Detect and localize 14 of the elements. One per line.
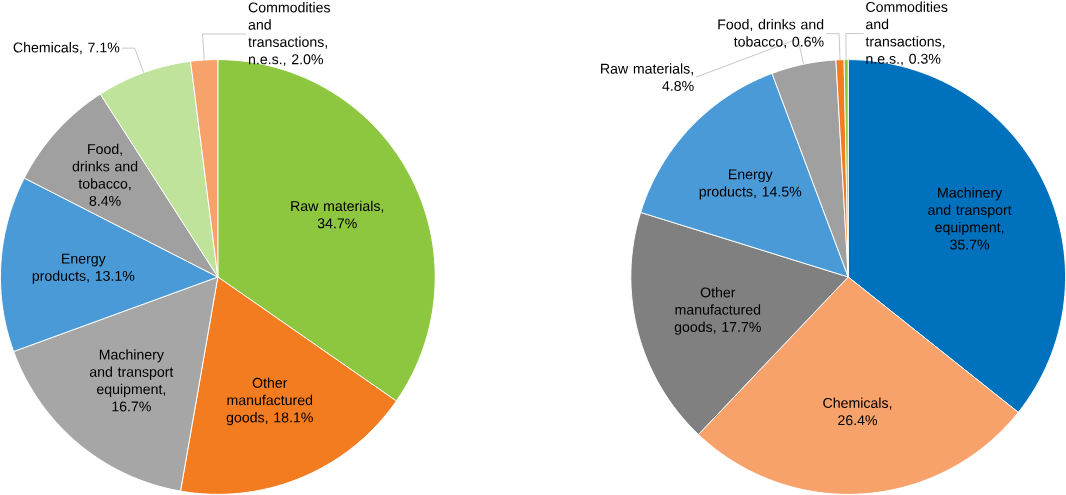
slice-label: Food, drinks and tobacco, 0.6% [718, 19, 824, 49]
slice-label: Commodities and transactions, n.e.s., 2.0% [248, 2, 331, 67]
slice-label: Energy products, 13.1% [32, 253, 135, 284]
slice-label: Chemicals, 7.1% [13, 42, 120, 55]
slice-label: Other manufactured goods, 18.1% [226, 377, 313, 426]
slice-label: Chemicals, 26.4% [823, 397, 892, 426]
slice-label: Food, drinks and tobacco, 8.4% [72, 143, 138, 207]
slice-label: Raw materials, 4.8% [601, 63, 694, 92]
slice-label: Energy products, 14.5% [699, 169, 802, 200]
slice-label: Machinery and transport equipment, 16.7% [89, 349, 174, 412]
slice-label: Machinery and transport equipment, 35.7% [928, 187, 1012, 250]
slice-label: Commodities and transactions, n.e.s., 0.3% [865, 1, 948, 66]
slice-label: Other manufactured goods, 17.7% [674, 287, 761, 335]
slice-label: Raw materials, 34.7% [291, 200, 384, 229]
